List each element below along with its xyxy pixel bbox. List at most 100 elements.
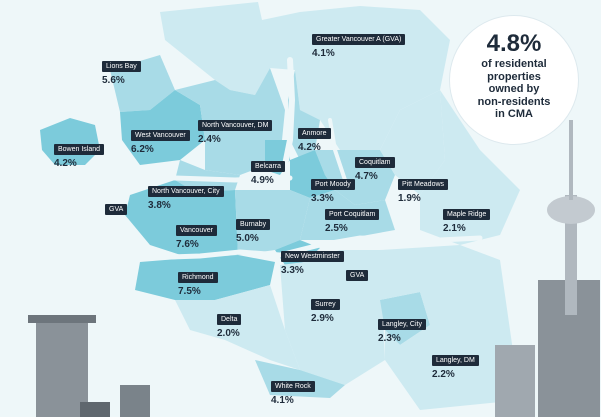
region-label: Maple Ridge: [443, 209, 491, 220]
callout-bowen-island: Bowen Island 4.2%: [54, 138, 105, 170]
house-building: [80, 402, 110, 417]
region-value: 6.2%: [131, 144, 154, 155]
waterways: [137, 57, 483, 261]
callout-belcarra: Belcarra 4.9%: [251, 155, 286, 187]
region-delta: [175, 285, 300, 370]
callout-north-vancouver-dm: North Vancouver, DM 2.4%: [198, 114, 273, 146]
callout-anmore: Anmore 4.2%: [298, 122, 331, 154]
callout-new-westminster: New Westminster 3.3%: [281, 245, 344, 277]
callout-gva-south: GVA: [346, 264, 369, 282]
region-value: 2.4%: [198, 134, 221, 145]
region-north-vancouver-city: [175, 160, 240, 192]
callout-port-coquitlam: Port Coquitlam 2.5%: [325, 203, 380, 235]
callout-richmond: Richmond 7.5%: [178, 266, 218, 298]
headline-line-5: in CMA: [495, 108, 533, 120]
region-label: Bowen Island: [54, 144, 105, 155]
headline-line-3: owned by: [488, 83, 540, 95]
callout-west-vancouver: West Vancouver 6.2%: [131, 124, 190, 156]
region-value: 1.9%: [398, 193, 421, 204]
region-label: Coquitlam: [355, 157, 395, 168]
region-value: 2.0%: [217, 328, 240, 339]
region-value: 2.5%: [325, 223, 348, 234]
region-value: 5.6%: [102, 75, 125, 86]
region-value: 4.7%: [355, 171, 378, 182]
callout-port-moody: Port Moody 3.3%: [311, 173, 355, 205]
region-value: 4.2%: [54, 158, 77, 169]
right-building-short: [495, 345, 535, 417]
left-tower-base: [28, 315, 96, 323]
headline-line-4: non-residents: [477, 95, 551, 108]
region-value: 4.9%: [251, 175, 274, 186]
region-label: North Vancouver, City: [148, 186, 224, 197]
callout-vancouver: Vancouver 7.6%: [176, 219, 217, 251]
region-surrey: [280, 250, 385, 385]
lookout-tower-shaft: [565, 195, 577, 315]
headline-circle: 4.8% of residental properties owned by n…: [450, 16, 578, 144]
region-label: Port Coquitlam: [325, 209, 380, 220]
callout-maple-ridge: Maple Ridge 2.1%: [443, 203, 491, 235]
callout-delta: Delta 2.0%: [217, 308, 242, 340]
region-label: New Westminster: [281, 251, 344, 262]
callout-lions-bay: Lions Bay 5.6%: [102, 55, 141, 87]
region-maple-ridge: [420, 90, 520, 245]
region-label: Lions Bay: [102, 61, 141, 72]
region-label: Pitt Meadows: [398, 179, 449, 190]
burrard-inlet: [172, 175, 293, 183]
headline-line-2: properties: [487, 70, 541, 83]
region-label: GVA: [346, 270, 369, 281]
region-label: Langley, DM: [432, 355, 479, 366]
callout-north-vancouver-city: North Vancouver, City 3.8%: [148, 180, 224, 212]
region-label: Richmond: [178, 272, 218, 283]
region-value: 2.9%: [311, 313, 334, 324]
lookout-tower-antenna: [569, 120, 573, 200]
fraser-river: [137, 235, 483, 261]
indian-arm-inlet: [282, 57, 296, 168]
pitt-river: [328, 118, 347, 182]
callout-langley-dm: Langley, DM 2.2%: [432, 349, 479, 381]
region-value: 4.1%: [312, 48, 335, 59]
region-value: 3.8%: [148, 200, 171, 211]
region-label: Port Moody: [311, 179, 355, 190]
headline-percent: 4.8%: [486, 30, 542, 57]
region-value: 7.5%: [178, 286, 201, 297]
region-label: White Rock: [271, 381, 315, 392]
callout-langley-city: Langley, City 2.3%: [378, 313, 426, 345]
region-label: Vancouver: [176, 225, 217, 236]
small-building: [120, 385, 150, 417]
callout-pitt-meadows: Pitt Meadows 1.9%: [398, 173, 449, 205]
region-value: 2.2%: [432, 369, 455, 380]
region-value: 5.0%: [236, 233, 259, 244]
region-value: 4.2%: [298, 142, 321, 153]
region-pitt-meadows: [380, 90, 445, 195]
region-label: GVA: [105, 204, 128, 215]
region-vancouver: [125, 180, 238, 258]
region-value: 4.1%: [271, 395, 294, 406]
region-label: North Vancouver, DM: [198, 120, 273, 131]
headline-line-1: of residental: [481, 58, 547, 70]
region-value: 2.3%: [378, 333, 401, 344]
region-langley-dm: [380, 245, 520, 410]
region-burnaby: [235, 190, 310, 255]
region-label: Delta: [217, 314, 242, 325]
region-label: Belcarra: [251, 161, 286, 172]
region-label: Burnaby: [236, 219, 271, 230]
region-value: 7.6%: [176, 239, 199, 250]
region-langley-city: [380, 292, 430, 345]
region-label: Anmore: [298, 128, 331, 139]
callout-greater-vancouver-a: Greater Vancouver A (GVA) 4.1%: [312, 28, 406, 60]
callout-surrey: Surrey 2.9%: [311, 293, 340, 325]
region-west-vancouver: [120, 90, 205, 165]
skyline-illustration: [28, 120, 600, 417]
callout-gva-west: GVA: [105, 198, 128, 216]
callout-white-rock: White Rock 4.1%: [271, 375, 315, 407]
region-label: Surrey: [311, 299, 340, 310]
callout-burnaby: Burnaby 5.0%: [236, 213, 271, 245]
region-value: 3.3%: [281, 265, 304, 276]
region-label: Langley, City: [378, 319, 426, 330]
lookout-tower-top: [547, 196, 595, 224]
region-label: Greater Vancouver A (GVA): [312, 34, 406, 45]
region-label: West Vancouver: [131, 130, 190, 141]
region-value: 3.3%: [311, 193, 334, 204]
callout-coquitlam: Coquitlam 4.7%: [355, 151, 395, 183]
region-value: 2.1%: [443, 223, 466, 234]
